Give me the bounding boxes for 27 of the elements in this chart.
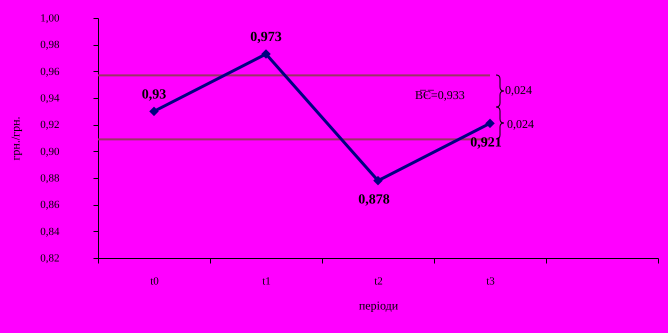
y-tick-label: 0,92	[40, 119, 60, 132]
data-label: 0,921	[470, 135, 502, 150]
y-axis-title: грн./грн.	[8, 116, 22, 161]
y-tick-label: 0,98	[40, 39, 60, 52]
y-tick-label: 0,86	[40, 199, 60, 212]
y-tick-label: 0,88	[40, 172, 60, 184]
y-tick-label: 0,90	[40, 146, 60, 158]
annotation: В̅Є̅=0,933	[415, 88, 465, 102]
data-label: 0,93	[142, 87, 166, 102]
annotation: 0,024	[507, 117, 534, 131]
x-tick-label: t3	[486, 276, 496, 288]
y-tick-label: 0,96	[40, 66, 60, 78]
x-tick-label: t2	[374, 276, 383, 288]
x-tick-label: t1	[262, 276, 271, 288]
data-label: 0,973	[250, 30, 282, 45]
annotation: 0,024	[505, 83, 532, 97]
point	[261, 49, 271, 59]
y-tick-label: 1,00	[40, 12, 60, 24]
y-tick-label: 0,84	[40, 226, 60, 238]
y-tick-label: 0,94	[40, 92, 60, 104]
point	[485, 118, 495, 128]
point	[373, 176, 383, 186]
data-label: 0,878	[358, 192, 390, 208]
x-tick-label: t0	[150, 276, 160, 288]
point	[149, 106, 159, 116]
x-axis-title: періоди	[358, 298, 399, 312]
y-tick-label: 0,82	[40, 252, 60, 264]
